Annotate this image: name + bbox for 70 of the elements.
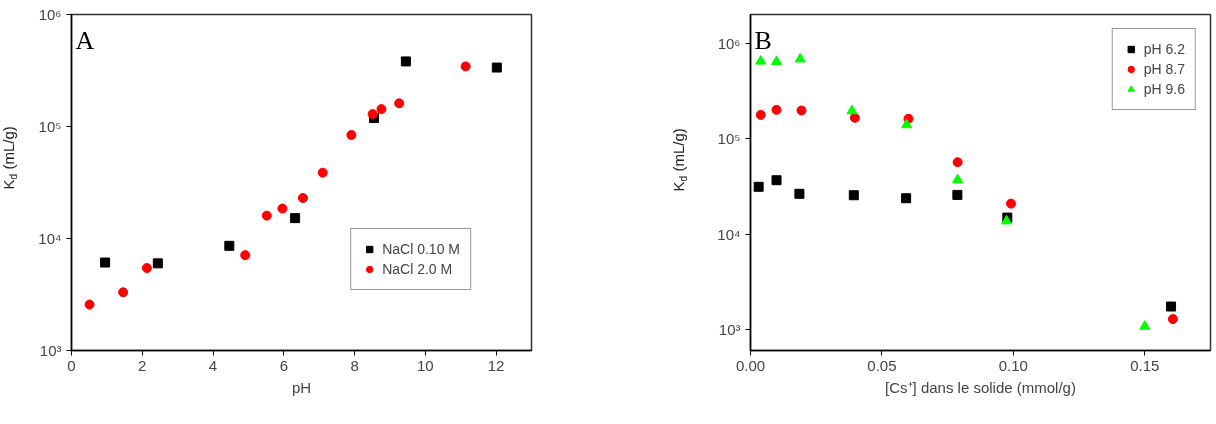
point [290, 213, 301, 224]
point [952, 189, 963, 200]
legend-label: pH 6.2 [1143, 41, 1185, 57]
point [755, 54, 767, 65]
legend-label: pH 8.7 [1143, 61, 1185, 77]
point [1167, 314, 1178, 325]
point [849, 112, 860, 123]
point [1005, 198, 1016, 209]
x-tick-label: 6 [279, 356, 288, 374]
legend-label: NaCl 2.0 M [382, 261, 453, 277]
y-tick-label: 10⁶ [38, 6, 62, 23]
point [901, 118, 913, 129]
y-tick-label: 10⁵ [38, 118, 62, 135]
point [100, 257, 111, 268]
y-tick-label: 10⁴ [717, 225, 741, 243]
point [796, 105, 807, 116]
point [771, 55, 783, 65]
x-tick-label: 2 [138, 356, 147, 374]
point [224, 240, 235, 251]
point [1139, 320, 1151, 330]
point [1166, 301, 1177, 312]
point [491, 62, 502, 73]
point [277, 203, 288, 214]
x-tick-label: 8 [350, 356, 359, 374]
point [84, 299, 95, 310]
point [952, 157, 963, 168]
point [240, 250, 251, 261]
point [794, 52, 806, 63]
y-tick-label: 10³ [39, 342, 62, 359]
legend-label: pH 9.6 [1143, 81, 1185, 97]
y-axis-title: Kd (mL/g) [670, 128, 689, 192]
point [901, 193, 912, 204]
annotation: A [75, 25, 95, 55]
point [367, 109, 378, 120]
point [297, 193, 308, 203]
y-axis-title: Kd (mL/g) [0, 126, 19, 190]
x-axis-title: [Cs⁺] dans le solide (mmol/g) [885, 378, 1076, 396]
x-tick-label: 0.15 [1130, 356, 1160, 374]
annotation: B [754, 25, 772, 55]
x-axis-title: pH [291, 378, 312, 396]
y-tick-label: 10⁶ [717, 34, 741, 52]
x-tick-label: 0.00 [735, 356, 766, 374]
y-tick-label: 10⁴ [38, 230, 62, 247]
point [317, 167, 328, 178]
x-tick-label: 12 [487, 356, 505, 374]
point [952, 173, 964, 184]
point [152, 258, 163, 269]
x-tick-label: 10 [417, 356, 434, 374]
x-tick-label: 0.05 [867, 356, 897, 374]
point [394, 98, 405, 109]
point [755, 109, 766, 120]
point [794, 188, 805, 199]
y-tick-label: 10³ [718, 321, 741, 339]
y-tick-label: 10⁵ [717, 130, 741, 148]
point [346, 129, 357, 140]
point [771, 175, 782, 186]
point [771, 104, 782, 115]
x-tick-label: 0 [67, 356, 76, 374]
legend-label: NaCl 0.10 M [382, 241, 460, 257]
x-tick-label: 4 [208, 356, 218, 374]
x-tick-label: 0.10 [998, 356, 1028, 374]
point [261, 210, 272, 221]
point [460, 61, 471, 72]
point [141, 263, 152, 274]
point [118, 287, 129, 298]
point [376, 104, 387, 115]
point [753, 181, 764, 192]
point [400, 56, 411, 67]
point [846, 104, 858, 115]
point [848, 190, 859, 201]
